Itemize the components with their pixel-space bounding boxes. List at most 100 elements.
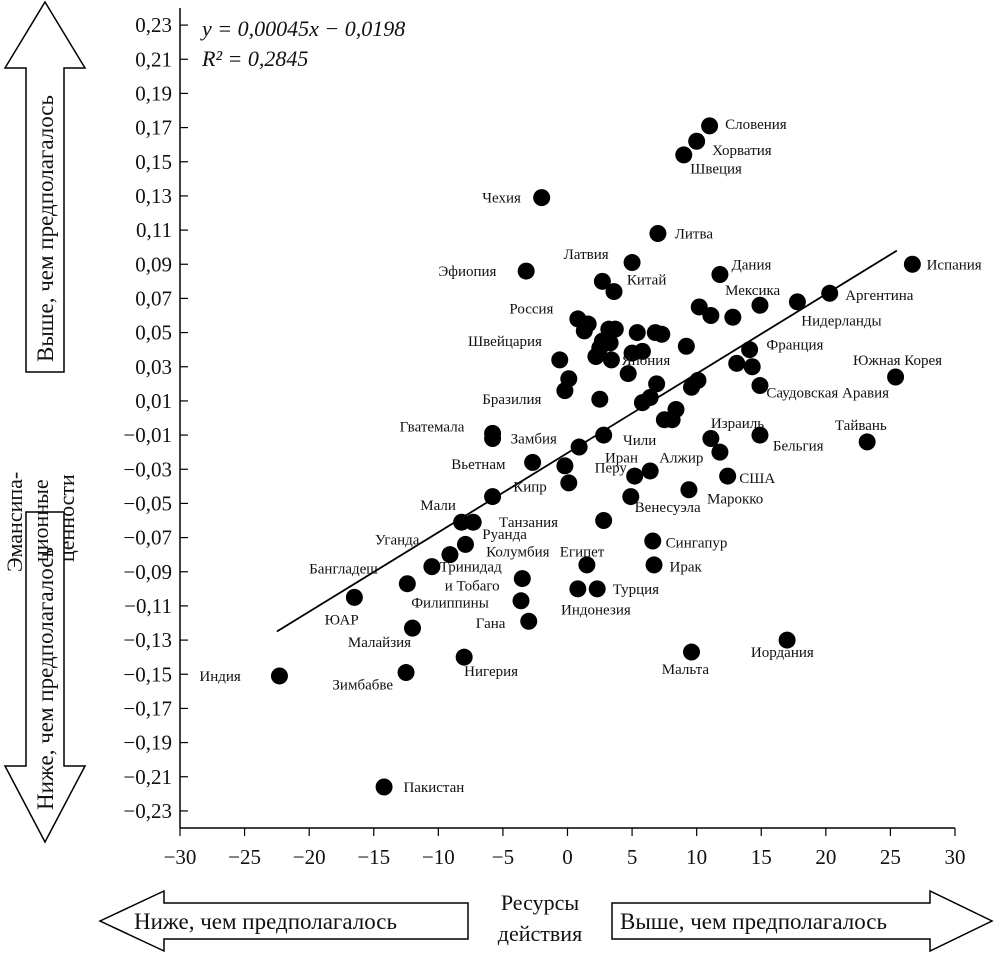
data-point <box>513 570 531 588</box>
point-label: Зимбабве <box>332 678 393 694</box>
point-label: Франция <box>766 338 823 354</box>
y-tick-label: −0,11 <box>124 594 172 618</box>
y-tick-label: 0,01 <box>135 389 172 413</box>
data-point <box>724 308 742 326</box>
point-label: Бразилия <box>482 392 541 408</box>
point-label: Нигерия <box>464 664 518 680</box>
data-point <box>751 377 769 395</box>
data-point <box>778 631 796 649</box>
y-tick-label: 0,05 <box>135 321 172 345</box>
point-label: Индия <box>199 669 241 685</box>
point-label: Хорватия <box>712 143 772 159</box>
y-tick-label: −0,13 <box>123 628 172 652</box>
arrow-left-label: Ниже, чем предполагалось <box>134 909 397 934</box>
data-point <box>628 324 646 342</box>
point-label: Израиль <box>711 416 764 432</box>
data-point <box>602 351 620 369</box>
data-point <box>903 255 921 273</box>
data-point <box>595 512 613 529</box>
data-point <box>677 337 695 355</box>
point-label: Сингапур <box>666 536 728 552</box>
point-label: Южная Корея <box>853 353 942 369</box>
arrow-right: Выше, чем предполагалось <box>611 889 994 953</box>
data-point <box>680 481 698 499</box>
data-point <box>456 535 474 553</box>
data-point <box>575 322 593 340</box>
data-point <box>587 348 605 365</box>
point-label: Колумбия <box>486 544 549 560</box>
point-label: Словения <box>725 117 787 133</box>
data-point <box>821 284 839 302</box>
point-label: Перу <box>595 461 628 477</box>
data-point <box>788 293 806 311</box>
y-tick-label: −0,03 <box>123 457 172 481</box>
point-label: Гана <box>476 616 506 632</box>
arrow-right-label: Выше, чем предполагалось <box>620 909 887 934</box>
data-point <box>701 117 719 135</box>
data-point <box>619 365 637 383</box>
data-point <box>453 513 471 531</box>
data-point <box>484 430 502 447</box>
point-label: США <box>739 471 775 487</box>
point-label: Замбия <box>511 432 557 448</box>
y-tick-label: −0,05 <box>123 491 172 515</box>
point-label: ЮАР <box>325 613 359 629</box>
point-label: Латвия <box>564 247 609 263</box>
data-point <box>702 307 720 324</box>
point-label: Иран <box>605 450 638 466</box>
y-tick-label: −0,07 <box>123 526 172 550</box>
y-axis-title: Эмансипа- ционные ценности <box>2 472 79 572</box>
data-point <box>595 426 613 444</box>
data-point <box>688 132 706 150</box>
x-axis-title-line-1: Ресурсы <box>501 890 579 915</box>
x-tick-label: 15 <box>751 845 772 869</box>
data-point <box>524 453 542 471</box>
data-point <box>645 556 663 574</box>
data-point <box>578 556 596 574</box>
data-point <box>398 575 416 593</box>
data-point <box>423 558 441 576</box>
x-axis-title-line-2: действия <box>498 921 582 946</box>
y-axis-title-line-1: Эмансипа- <box>2 472 27 572</box>
data-point <box>569 580 587 598</box>
data-point <box>743 358 761 376</box>
point-label: Иордания <box>751 645 814 661</box>
data-point <box>690 298 708 316</box>
data-point <box>605 283 623 301</box>
data-point <box>663 411 681 429</box>
point-label: Тринидад <box>440 560 502 576</box>
data-point <box>751 296 769 314</box>
point-label: Тайвань <box>835 418 887 434</box>
point-label: Руанда <box>482 527 527 543</box>
data-point <box>556 457 574 475</box>
y-tick-label: 0,19 <box>135 81 172 105</box>
r2-annotation: R² = 0,2845 <box>201 46 308 71</box>
point-label: Швеция <box>690 162 742 178</box>
data-point <box>741 341 759 359</box>
point-label: Филиппины <box>411 596 489 612</box>
x-tick-label: −5 <box>492 845 514 869</box>
point-label: Кипр <box>513 479 547 495</box>
x-tick-label: 10 <box>686 845 707 869</box>
point-label: Малайзия <box>348 635 411 651</box>
y-axis-title-line-3: ценности <box>54 474 79 562</box>
data-point <box>533 189 551 207</box>
data-point <box>719 467 737 485</box>
data-point <box>626 467 644 485</box>
data-point <box>711 266 729 283</box>
point-label: Египет <box>560 544 605 560</box>
data-point <box>622 488 640 506</box>
point-label: Чехия <box>482 191 521 207</box>
point-labels: Словения Хорватия Швеция Чехия Литва Латвия Ис… <box>199 117 981 796</box>
data-point <box>588 580 606 598</box>
data-point <box>375 778 393 796</box>
y-tick-label: −0,21 <box>123 765 172 789</box>
data-points <box>270 117 921 796</box>
data-point <box>551 351 569 369</box>
x-tick-label: −10 <box>422 845 455 869</box>
point-label: Мальта <box>662 662 710 678</box>
point-label: Ирак <box>670 560 703 576</box>
arrow-up: Выше, чем предполагалось <box>3 0 87 373</box>
point-label: Литва <box>675 227 714 243</box>
